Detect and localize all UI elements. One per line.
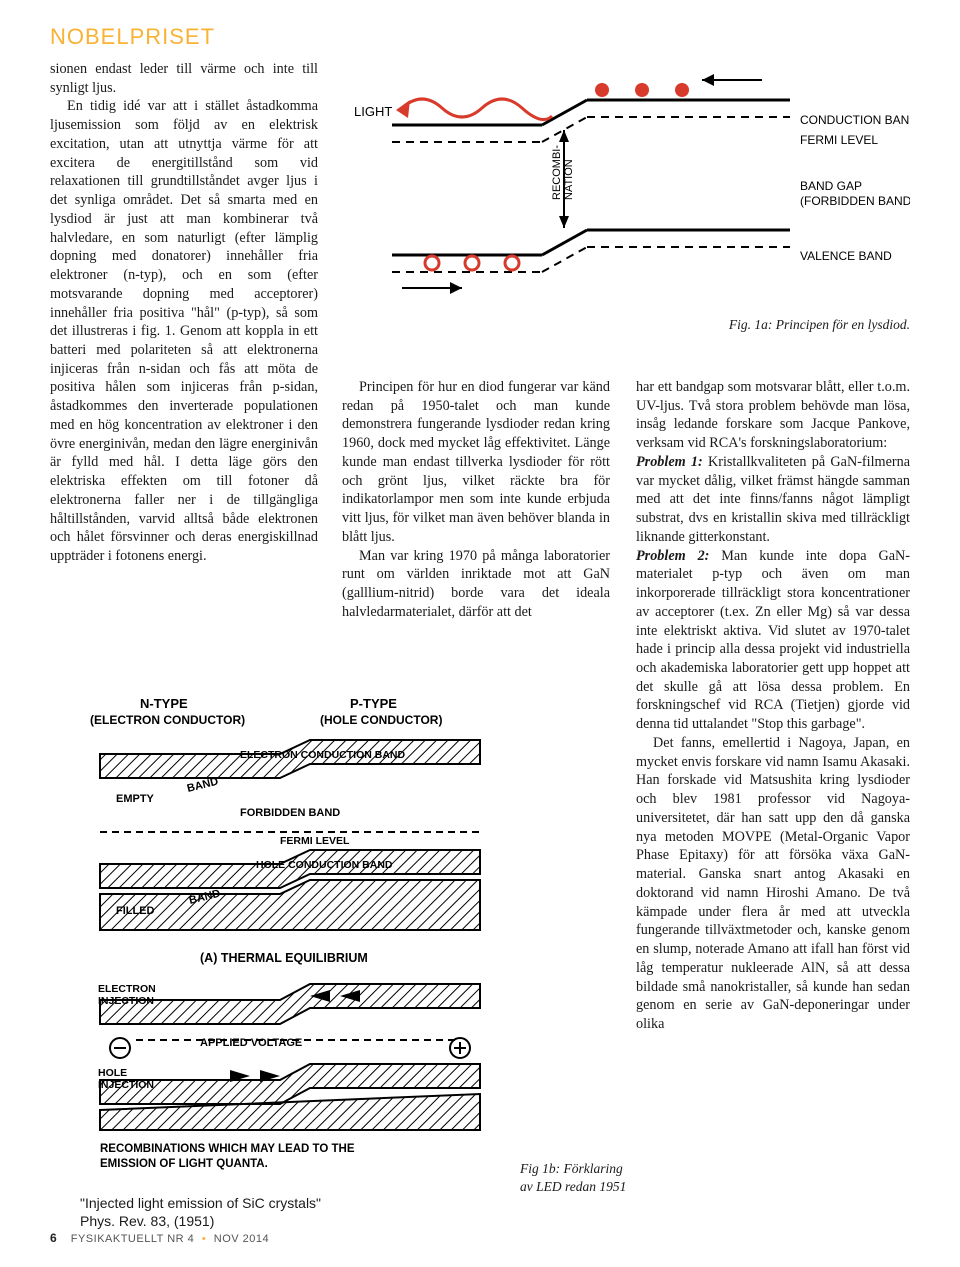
lbl-einj-2: INJECTION xyxy=(98,995,154,1007)
c1-p1: sionen endast leder till värme och inte … xyxy=(50,60,318,97)
lbl-einj-1: ELECTRON xyxy=(98,983,156,995)
label-fermi: FERMI LEVEL xyxy=(800,133,878,147)
label-recomb-1: RECOMBI- xyxy=(551,145,563,200)
problem2-label: Problem 2: xyxy=(636,548,709,564)
lbl-recomb-2: EMISSION OF LIGHT QUANTA. xyxy=(100,1158,268,1170)
c3-p1: har ett bandgap som motsvarar blått, ell… xyxy=(636,378,910,453)
fig1b-caption: Fig 1b: Förklaring av LED redan 1951 xyxy=(520,1160,630,1195)
footer-mag: FYSIKAKTUELLT NR 4 xyxy=(71,1233,195,1245)
fig1b-svg: N-TYPE (ELECTRON CONDUCTOR) P-TYPE (HOLE… xyxy=(80,690,500,1190)
figure-1b: N-TYPE (ELECTRON CONDUCTOR) P-TYPE (HOLE… xyxy=(80,690,500,1230)
c2-p2: Man var kring 1970 på många laboratorier… xyxy=(342,547,610,622)
lbl-recomb-1: RECOMBINATIONS WHICH MAY LEAD TO THE xyxy=(100,1143,355,1155)
lbl-applied: APPLIED VOLTAGE xyxy=(200,1037,302,1049)
lbl-ntype-1: N-TYPE xyxy=(140,696,188,711)
c3-p2: Problem 1: Kristallkvaliteten på GaN-fil… xyxy=(636,453,910,547)
footer-date: NOV 2014 xyxy=(214,1233,269,1245)
lbl-empty: EMPTY xyxy=(116,793,155,805)
problem1-label: Problem 1: xyxy=(636,454,703,470)
lbl-hinj-1: HOLE xyxy=(98,1067,127,1079)
fig1a-svg: LIGHT CONDUCTION BAND FERMI LEVEL BAND G… xyxy=(342,60,910,310)
lbl-ptype-1: P-TYPE xyxy=(350,696,397,711)
label-cond: CONDUCTION BAND xyxy=(800,113,910,127)
c2-p1: Principen för hur en diod fungerar var k… xyxy=(342,378,610,547)
footer-dot-icon: • xyxy=(202,1233,206,1245)
column-2: Principen för hur en diod fungerar var k… xyxy=(342,378,610,622)
c3-p4: Det fanns, emellertid i Nagoya, Japan, e… xyxy=(636,734,910,1034)
label-light: LIGHT xyxy=(354,104,392,119)
lbl-fermi: FERMI LEVEL xyxy=(280,835,350,847)
column-1: sionen endast leder till värme och inte … xyxy=(50,60,318,566)
label-gap-2: (FORBIDDEN BAND) xyxy=(800,194,910,208)
lbl-thermal: (A) THERMAL EQUILIBRIUM xyxy=(200,951,368,965)
c3-p3: Problem 2: Man kunde inte dopa GaN-mater… xyxy=(636,547,910,734)
fig1a-caption: Fig. 1a: Principen för en lysdiod. xyxy=(342,316,910,334)
lbl-holecond: HOLE CONDUCTION BAND xyxy=(256,859,393,871)
lbl-hinj-2: INJECTION xyxy=(98,1079,154,1091)
section-label: NOBELPRISET xyxy=(50,24,910,50)
label-gap-1: BAND GAP xyxy=(800,179,862,193)
page-number: 6 xyxy=(50,1231,57,1245)
lbl-ptype-2: (HOLE CONDUCTOR) xyxy=(320,713,442,727)
label-valence: VALENCE BAND xyxy=(800,249,892,263)
lbl-ntype-2: (ELECTRON CONDUCTOR) xyxy=(90,713,245,727)
c3-p3-body: Man kunde inte dopa GaN-materialet p-typ… xyxy=(636,548,910,733)
column-3: har ett bandgap som motsvarar blått, ell… xyxy=(636,378,910,1034)
figure-1a: LIGHT CONDUCTION BAND FERMI LEVEL BAND G… xyxy=(342,60,910,334)
lbl-forbidden: FORBIDDEN BAND xyxy=(240,807,340,819)
fig1b-quote: "Injected light emission of SiC crystals… xyxy=(80,1194,500,1230)
page-footer: 6 FYSIKAKTUELLT NR 4 • NOV 2014 xyxy=(50,1231,269,1245)
lbl-econd: ELECTRON CONDUCTION BAND xyxy=(240,749,405,761)
c1-p2: En tidig idé var att i stället åstadkomm… xyxy=(50,97,318,565)
